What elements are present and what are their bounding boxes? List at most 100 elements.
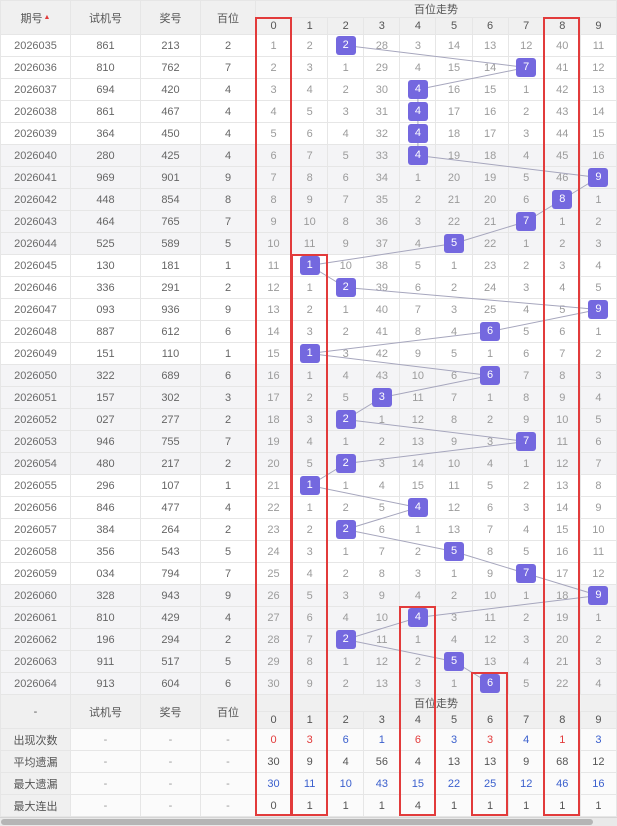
trend-cell: 5	[579, 276, 617, 299]
trend-cell: 4	[507, 650, 545, 673]
test-number-cell: 157	[70, 386, 141, 409]
trend-cell: 2	[291, 386, 329, 409]
trend-cell: 18	[254, 408, 293, 431]
miss-count: 14	[411, 457, 425, 470]
trend-cell: 16	[579, 144, 617, 167]
miss-count: 2	[595, 215, 602, 228]
summary-row-max-streak: 最大连出 - - -0 1 1 1 4 1 1 1 1 1	[0, 794, 617, 817]
trend-cell: 7	[507, 364, 545, 387]
summary-value-cell: 3	[435, 728, 473, 751]
miss-count: 1	[450, 567, 458, 580]
trend-cell: 8	[327, 210, 365, 233]
trend-cell: 41	[543, 56, 581, 79]
miss-count: 42	[556, 83, 569, 96]
issue-cell: 2026050	[0, 364, 71, 387]
miss-count: 3	[523, 281, 530, 294]
summary-value: 43	[375, 777, 388, 790]
trend-cell: 8	[471, 540, 509, 563]
summary-value: 10	[339, 777, 352, 790]
trend-cell: 21	[543, 650, 581, 673]
win-number-cell: 794	[140, 562, 201, 585]
trend-cell: 1	[471, 342, 509, 365]
dash-cell: -	[200, 750, 256, 773]
trend-row: 2026061 810 429 4 27 6 4 10 4 3 11 2 19 1	[0, 606, 617, 629]
miss-count: 13	[375, 677, 388, 690]
trend-cell: 4	[435, 320, 473, 343]
trend-cell: 3	[543, 254, 581, 277]
miss-count: 16	[447, 83, 461, 96]
trend-cell: 7	[507, 56, 545, 79]
trend-cell: 3	[363, 452, 401, 475]
trend-cell: 7	[471, 518, 509, 541]
miss-count: 20	[267, 457, 280, 470]
hit-cell: 5	[444, 542, 465, 561]
miss-count: 38	[375, 259, 388, 272]
trend-cell: 29	[254, 650, 293, 673]
trend-cell: 13	[254, 298, 293, 321]
trend-cell: 7	[254, 166, 293, 189]
trend-cell: 2	[579, 628, 617, 651]
trend-col-footer-9: 9	[579, 711, 617, 729]
miss-count: 18	[447, 127, 461, 140]
test-number-cell: 913	[70, 672, 141, 695]
trend-cell: 4	[579, 254, 617, 277]
test-number-cell: 322	[70, 364, 141, 387]
miss-count: 44	[556, 127, 569, 140]
hit-cell: 4	[407, 80, 428, 99]
trend-cell: 17	[543, 562, 581, 585]
miss-count: 2	[487, 413, 494, 426]
trend-cell: 3	[507, 122, 545, 145]
miss-count: 15	[483, 83, 497, 96]
miss-count: 39	[375, 281, 388, 294]
miss-count: 19	[267, 435, 280, 448]
miss-count: 15	[556, 523, 569, 536]
column-header-issue[interactable]: 期号▲	[0, 0, 71, 35]
trend-cell: 8	[291, 166, 329, 189]
test-number-cell: 093	[70, 298, 141, 321]
miss-count: 24	[483, 281, 497, 294]
trend-cell: 10	[435, 452, 473, 475]
miss-count: 37	[375, 237, 388, 250]
trend-cell: 5	[579, 408, 617, 431]
trend-cell: 9	[363, 584, 401, 607]
hundreds-digit-cell: 7	[200, 210, 256, 233]
trend-cell: 44	[543, 122, 581, 145]
miss-count: 8	[414, 325, 421, 338]
trend-cell: 11	[579, 34, 617, 57]
trend-cell: 1	[579, 606, 617, 629]
miss-count: 2	[306, 523, 313, 536]
win-number-cell: 936	[140, 298, 201, 321]
trend-cell: 2	[399, 188, 437, 211]
miss-count: 8	[487, 545, 494, 558]
trend-cell: 9	[579, 298, 617, 321]
hundreds-digit-cell: 9	[200, 298, 256, 321]
trend-cell: 32	[363, 122, 401, 145]
miss-count: 2	[414, 545, 421, 558]
summary-value-cell: 22	[435, 772, 473, 795]
summary-value-cell: 1	[543, 728, 581, 751]
miss-count: 2	[414, 193, 421, 206]
summary-value: 3	[306, 733, 313, 746]
miss-count: 3	[306, 545, 313, 558]
miss-count: 12	[267, 281, 280, 294]
summary-value-cell: 30	[254, 772, 293, 795]
miss-count: 2	[559, 237, 566, 250]
trend-col-header-8: 8	[543, 17, 581, 35]
trend-cell: 6	[327, 166, 365, 189]
trend-row: 2026050 322 689 6 16 1 4 43 10 6 6 7 8 3	[0, 364, 617, 387]
trend-cell: 3	[327, 342, 365, 365]
trend-cell: 1	[291, 276, 329, 299]
horizontal-scrollbar[interactable]	[0, 817, 617, 826]
miss-count: 2	[595, 347, 602, 360]
trend-cell: 19	[543, 606, 581, 629]
scrollbar-thumb[interactable]	[1, 819, 594, 825]
miss-count: 4	[270, 105, 277, 118]
miss-count: 10	[556, 413, 569, 426]
miss-count: 21	[556, 655, 569, 668]
miss-count: 2	[342, 83, 349, 96]
win-number-cell: 429	[140, 606, 201, 629]
win-number-cell: 755	[140, 430, 201, 453]
issue-cell: 2026056	[0, 496, 71, 519]
miss-count: 17	[447, 105, 461, 118]
miss-count: 2	[595, 633, 602, 646]
